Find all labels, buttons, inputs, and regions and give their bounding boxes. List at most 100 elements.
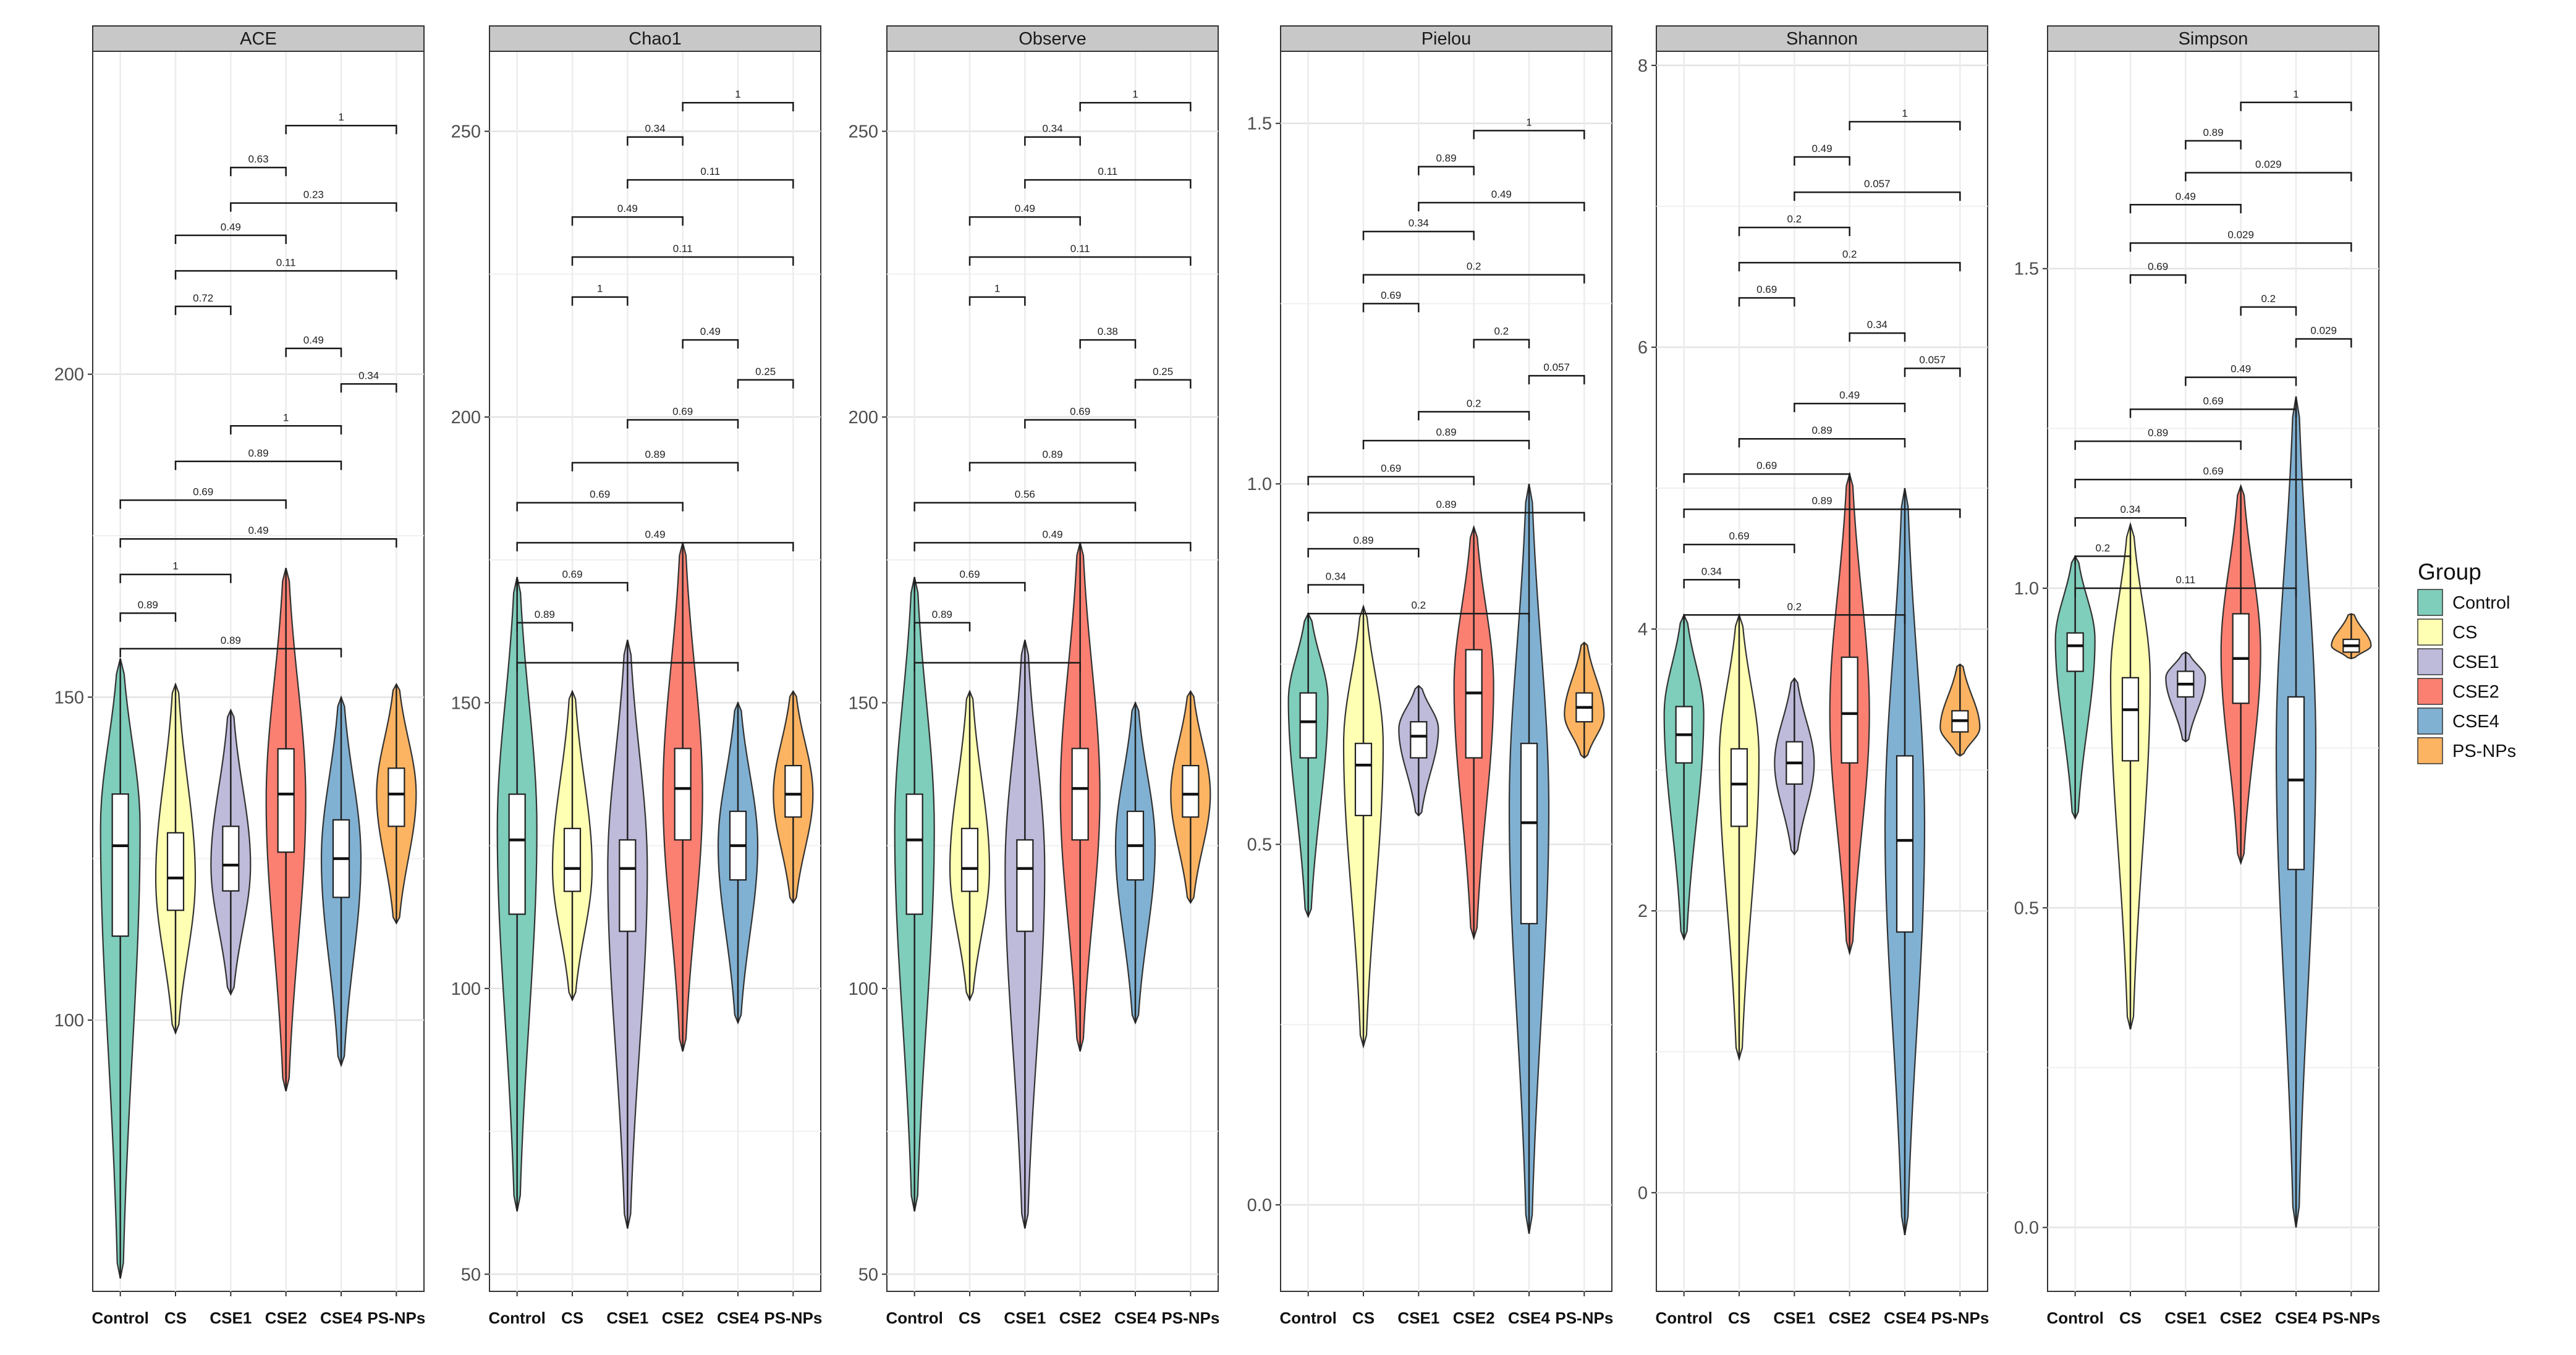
bracket-line xyxy=(968,256,1192,266)
p-value-label: 1 xyxy=(1902,108,1907,119)
x-tick-label: CS xyxy=(561,1309,583,1327)
bracket-line xyxy=(1024,179,1192,189)
significance-bracket: 0.49 xyxy=(968,203,1081,226)
p-value-label: 1 xyxy=(1526,116,1532,128)
significance-bracket: 0.057 xyxy=(1528,361,1585,385)
significance-bracket: 0.56 xyxy=(913,489,1137,512)
significance-bracket: 0.69 xyxy=(1738,284,1795,307)
bracket-line xyxy=(627,419,739,429)
bracket-line xyxy=(174,460,342,470)
y-tick-label: 4 xyxy=(1638,620,1648,640)
facet-title: Pielou xyxy=(1421,29,1472,49)
violin-ps-nps xyxy=(1564,641,1605,759)
legend-label: PS-NPs xyxy=(2452,741,2516,761)
significance-bracket: 0.2 xyxy=(1307,599,1530,623)
p-value-label: 0.89 xyxy=(932,609,952,620)
bracket-line xyxy=(119,538,397,548)
significance-bracket: 1 xyxy=(1849,108,1961,131)
bracket-line xyxy=(1683,543,1795,554)
x-tick-label: CSE2 xyxy=(1453,1309,1495,1327)
bracket-line xyxy=(571,462,739,471)
box xyxy=(1182,765,1200,818)
bracket-line xyxy=(119,499,287,509)
significance-bracket: 0.11 xyxy=(174,256,397,280)
facet-panels: 1001502000.6310.230.490.110.720.490.3410… xyxy=(54,25,2380,1327)
box xyxy=(1299,692,1317,759)
x-tick-label: CSE2 xyxy=(662,1309,704,1327)
bracket-line xyxy=(1738,297,1795,307)
p-value-label: 0.69 xyxy=(2203,395,2223,407)
bracket-line xyxy=(1307,512,1585,521)
box xyxy=(1896,755,1914,933)
p-value-label: 0.25 xyxy=(755,366,776,378)
x-tick-label: PS-NPs xyxy=(1161,1309,1219,1327)
p-value-label: 0.2 xyxy=(1787,213,1802,225)
y-tick-label: 1.5 xyxy=(2014,260,2039,279)
facet-strip xyxy=(489,25,821,52)
p-value-label: 0.2 xyxy=(1842,248,1857,260)
p-value-label: 0.057 xyxy=(1864,178,1891,190)
violin-cse2 xyxy=(2220,484,2261,866)
p-value-label: 0.2 xyxy=(1494,326,1509,337)
bracket-line xyxy=(627,179,794,189)
significance-bracket: 1 xyxy=(285,111,397,135)
x-tick-label: PS-NPs xyxy=(367,1309,425,1327)
plot-area xyxy=(489,51,821,1292)
significance-bracket: 0.49 xyxy=(2185,363,2297,386)
bracket-line xyxy=(913,502,1137,512)
x-tick-label: Control xyxy=(91,1309,148,1327)
significance-bracket: 0.34 xyxy=(1024,123,1081,146)
bracket-line xyxy=(1362,439,1530,450)
p-value-label: 0.49 xyxy=(700,326,721,337)
p-value-label: 0.11 xyxy=(673,243,693,255)
significance-bracket: 0.25 xyxy=(737,366,794,389)
p-value-label: 0.89 xyxy=(1042,449,1062,460)
facet-title: ACE xyxy=(240,29,277,49)
p-value-label: 0.89 xyxy=(1353,534,1373,546)
p-value-label: 0.89 xyxy=(1436,499,1456,510)
bracket-line xyxy=(682,101,794,112)
p-value-label: 0.89 xyxy=(248,447,268,459)
significance-bracket: 0.38 xyxy=(1079,326,1137,349)
p-value-label: 1 xyxy=(283,412,289,423)
facet-title: Simpson xyxy=(2179,29,2248,49)
p-value-label: 1 xyxy=(994,283,1000,295)
bracket-line xyxy=(1738,437,1906,448)
bracket-line xyxy=(2295,338,2352,348)
violin-cse1 xyxy=(1004,640,1046,1229)
significance-bracket: 0.34 xyxy=(2074,504,2187,527)
y-tick-label: 50 xyxy=(461,1265,481,1285)
significance-bracket: 0.69 xyxy=(119,486,287,509)
significance-bracket: 0.057 xyxy=(1794,178,1961,201)
box xyxy=(784,765,802,818)
significance-bracket: 0.69 xyxy=(516,489,684,512)
bracket-line xyxy=(571,296,629,306)
bracket-line xyxy=(1362,274,1585,284)
legend-title: Group xyxy=(2418,559,2481,585)
p-value-label: 0.34 xyxy=(1701,565,1722,577)
p-value-label: 0.34 xyxy=(1409,217,1429,229)
bracket-line xyxy=(174,234,287,244)
legend-label: Control xyxy=(2452,593,2510,613)
significance-bracket: 0.34 xyxy=(1307,570,1365,594)
significance-bracket: 0.49 xyxy=(913,528,1192,552)
y-tick-label: 200 xyxy=(849,408,878,428)
bracket-line xyxy=(230,425,342,435)
bracket-line xyxy=(1024,419,1137,429)
legend-label: CSE4 xyxy=(2452,712,2499,732)
significance-bracket xyxy=(516,662,739,672)
y-tick-label: 150 xyxy=(451,693,481,713)
bracket-line xyxy=(2074,587,2297,597)
p-value-label: 0.69 xyxy=(1070,406,1090,418)
significance-bracket: 0.49 xyxy=(285,334,342,357)
bracket-line xyxy=(1794,156,1850,166)
p-value-label: 0.029 xyxy=(2310,325,2337,337)
significance-bracket: 0.69 xyxy=(2074,465,2352,489)
legend-label: CSE2 xyxy=(2452,682,2499,702)
significance-bracket: 0.89 xyxy=(1418,153,1475,175)
p-value-label: 0.69 xyxy=(1756,284,1777,295)
p-value-label: 0.11 xyxy=(700,166,720,177)
significance-bracket: 0.2 xyxy=(1738,213,1850,237)
p-value-label: 0.23 xyxy=(303,189,324,201)
p-value-label: 0.25 xyxy=(1153,366,1173,378)
